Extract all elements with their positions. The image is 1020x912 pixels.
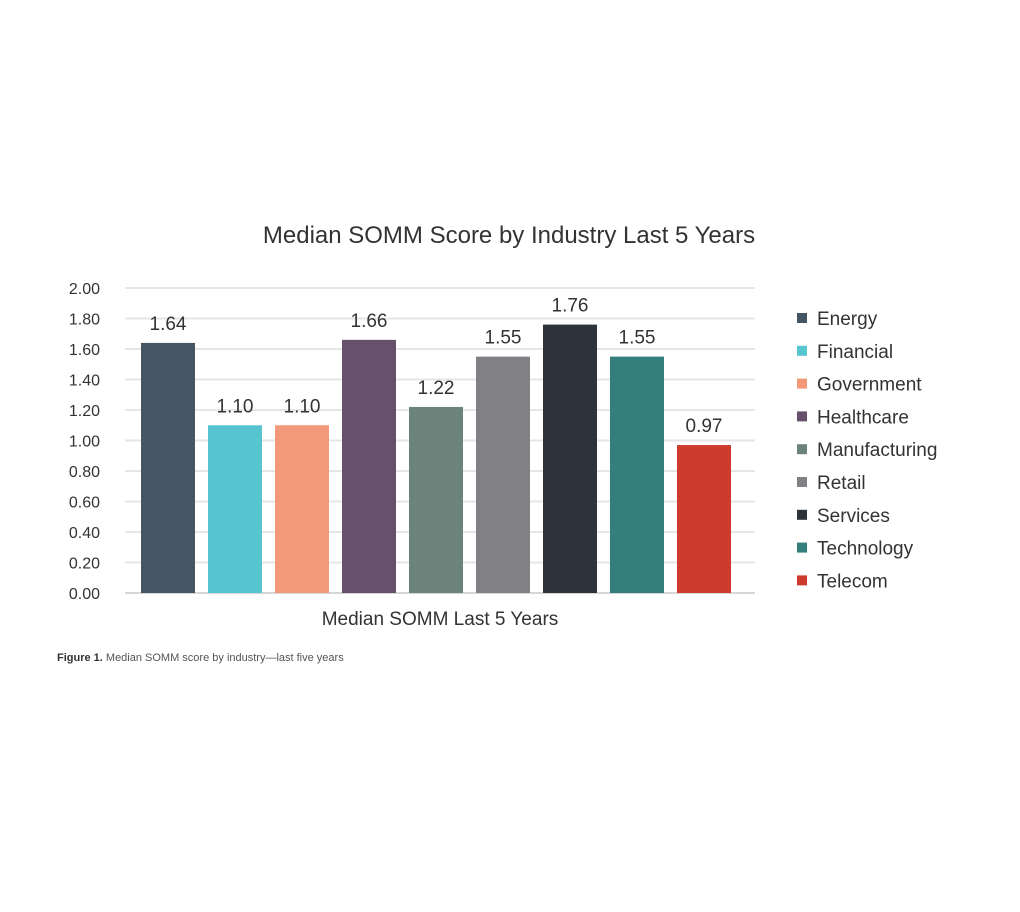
data-label: 1.10	[217, 396, 254, 417]
data-label: 1.66	[351, 311, 388, 332]
legend-swatch	[797, 313, 807, 323]
y-tick-label: 1.20	[69, 403, 100, 420]
legend-item: Energy	[817, 309, 878, 330]
caption-label: Figure 1.	[57, 652, 103, 664]
data-label: 1.64	[150, 314, 187, 335]
legend-item: Financial	[817, 342, 893, 363]
data-label: 1.76	[552, 296, 589, 317]
y-tick-label: 1.40	[69, 373, 100, 390]
legend-swatch	[797, 378, 807, 389]
data-label: 0.97	[686, 416, 723, 437]
bar-government	[275, 425, 329, 593]
data-label: 1.22	[418, 378, 455, 399]
chart-title: Median SOMM Score by Industry Last 5 Yea…	[263, 222, 755, 249]
legend-swatch	[797, 411, 807, 422]
legend-swatch	[797, 345, 807, 356]
bar-telecom	[677, 445, 731, 593]
legend-item: Government	[817, 375, 922, 396]
bar-healthcare	[342, 339, 396, 593]
legend-item: Retail	[817, 473, 866, 494]
y-tick-label: 0.80	[69, 464, 100, 481]
figure-caption: Figure 1. Median SOMM score by industry—…	[57, 652, 344, 664]
bar-retail	[476, 356, 530, 593]
y-tick-label: 0.60	[69, 495, 100, 512]
y-tick-label: 2.00	[69, 281, 100, 298]
y-tick-label: 1.00	[69, 434, 100, 451]
y-tick-label: 0.00	[69, 586, 100, 603]
bar-services	[543, 324, 597, 593]
legend-swatch	[797, 542, 807, 553]
legend-swatch	[797, 509, 807, 520]
bar-financial	[208, 425, 262, 593]
bar-manufacturing	[409, 406, 463, 593]
legend-swatch	[797, 477, 807, 487]
y-tick-label: 1.80	[69, 312, 100, 329]
legend-item: Services	[817, 506, 890, 527]
y-tick-label: 0.20	[69, 556, 100, 573]
y-tick-label: 1.60	[69, 342, 100, 359]
y-tick-label: 0.40	[69, 525, 100, 542]
legend-swatch	[797, 444, 807, 455]
bar-technology	[610, 356, 664, 593]
x-axis-label: Median SOMM Last 5 Years	[322, 609, 559, 630]
data-label: 1.10	[284, 396, 321, 417]
legend-item: Telecom	[817, 571, 888, 592]
data-label: 1.55	[485, 328, 522, 349]
legend-item: Technology	[817, 539, 914, 560]
bar-energy	[141, 342, 195, 593]
data-label: 1.55	[619, 328, 656, 349]
legend-item: Manufacturing	[817, 440, 937, 461]
legend-swatch	[797, 575, 807, 586]
caption-text: Median SOMM score by industry—last five …	[102, 652, 344, 664]
legend-item: Healthcare	[817, 407, 909, 428]
